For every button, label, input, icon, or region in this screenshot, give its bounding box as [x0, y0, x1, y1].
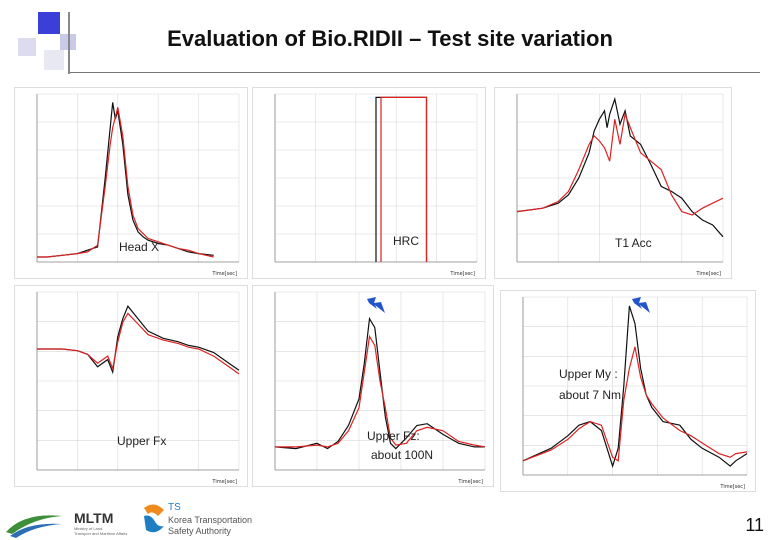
page-title: Evaluation of Bio.RIDII – Test site vari… — [167, 26, 613, 51]
x-axis-label: Time[sec] — [211, 479, 237, 485]
series-line-test_b — [37, 312, 240, 375]
ts-logo: TS Korea Transportation Safety Authority — [140, 502, 253, 538]
lightning-bolt-icon — [632, 297, 650, 313]
chart-upper-my: Time[sec] — [522, 296, 748, 490]
lightning-bolt-shape — [632, 297, 650, 313]
series-line-test_a — [522, 305, 748, 469]
chart-upper-fx: Time[sec] — [36, 291, 240, 485]
ts-subtitle-1: Korea Transportation — [168, 515, 253, 525]
annotation-upper-fz: about 100N — [371, 448, 434, 462]
ts-subtitle-2: Safety Authority — [168, 526, 232, 536]
chart-panel-head-x: Time[sec] Head X — [14, 87, 248, 279]
label-upper-fx: Upper Fx — [117, 434, 167, 448]
x-axis-label: Time[sec] — [695, 271, 721, 277]
x-axis-label: Time[sec] — [449, 271, 475, 277]
series-line-test_b — [522, 346, 748, 462]
mltm-subtitle-2: Transport and Maritime Affairs — [74, 531, 128, 536]
x-axis-label: Time[sec] — [211, 271, 237, 277]
page-number: 11 — [745, 515, 764, 535]
label-hrc: HRC — [393, 234, 419, 248]
lightning-bolt-icon — [367, 297, 385, 313]
annotation-upper-my: about 7 Nm — [559, 388, 622, 402]
chart-panel-upper-fz: Time[sec] Upper Fz: about 100N — [252, 285, 494, 487]
label-head-x: Head X — [119, 240, 160, 254]
label-upper-my: Upper My : — [559, 367, 618, 381]
chart-hrc: Time[sec] — [274, 93, 478, 277]
mltm-subtitle-1: Ministry of Land, — [74, 526, 104, 531]
chart-panel-upper-fx: Time[sec] Upper Fx — [14, 285, 248, 487]
label-t1-acc: T1 Acc — [615, 236, 652, 250]
series-line-test_a — [37, 305, 240, 375]
chart-panel-t1-acc: Time[sec] T1 Acc — [494, 87, 732, 279]
label-upper-fz: Upper Fz: — [367, 429, 420, 443]
mltm-logo-mark — [6, 515, 62, 538]
chart-panel-upper-my: Time[sec] Upper My : about 7 Nm — [500, 290, 756, 492]
title-vertical-rule — [68, 12, 70, 74]
title-underline — [70, 72, 760, 73]
ts-logo-mark — [144, 504, 164, 533]
chart-upper-fz: Time[sec] — [274, 291, 486, 485]
x-axis-label: Time[sec] — [457, 479, 483, 485]
chart-t1-acc: Time[sec] — [516, 93, 724, 277]
lightning-bolt-shape — [367, 297, 385, 313]
title-decoration — [10, 8, 80, 78]
series-line-test_b — [516, 111, 724, 216]
chart-head-x: Time[sec] — [36, 93, 240, 277]
mltm-name: MLTM — [74, 510, 114, 526]
x-axis-label: Time[sec] — [719, 484, 745, 490]
series-line-test_b — [275, 334, 486, 448]
ts-name: TS — [168, 502, 181, 513]
series-line-test_b — [380, 96, 428, 262]
series-line-test_b — [37, 107, 214, 258]
series-line-test_a — [516, 96, 724, 238]
mltm-logo: MLTM Ministry of Land, Transport and Mar… — [4, 504, 134, 538]
chart-panel-hrc: Time[sec] HRC — [252, 87, 486, 279]
